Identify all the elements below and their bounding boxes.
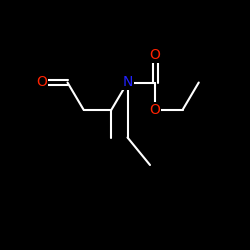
Text: O: O <box>150 103 160 117</box>
Text: O: O <box>36 76 47 90</box>
Text: O: O <box>150 48 160 62</box>
Text: N: N <box>122 76 133 90</box>
